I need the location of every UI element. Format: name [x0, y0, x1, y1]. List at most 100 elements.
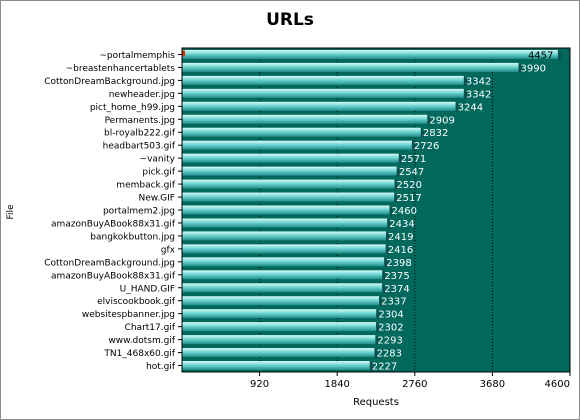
category-label: ~vanity	[140, 155, 176, 165]
bar-end-cap	[386, 231, 390, 242]
chart-title: URLs	[266, 10, 314, 30]
bar	[182, 192, 395, 202]
bar-value-label: 3342	[466, 76, 491, 87]
bar-end-cap	[387, 218, 391, 229]
category-label: ~portalmemphis	[99, 51, 175, 61]
bar-end-cap	[376, 309, 380, 320]
bar	[182, 231, 387, 241]
bar	[182, 309, 377, 319]
bar	[182, 218, 388, 228]
bar-end-cap	[396, 166, 400, 177]
bar-end-cap	[557, 49, 561, 60]
bar-group	[182, 166, 400, 177]
bar-value-label: 2302	[378, 323, 403, 334]
category-label: CottonDreamBackground.jpg	[44, 77, 175, 87]
bar-group	[182, 75, 467, 86]
bar-end-cap	[385, 244, 389, 255]
bar-end-cap	[374, 348, 378, 359]
category-label: portalmem2.jpg	[103, 207, 175, 217]
bar-group	[182, 49, 561, 60]
bar	[182, 88, 464, 98]
category-label: websitespbanner.jpg	[82, 310, 175, 320]
bar-end-cap	[398, 153, 402, 164]
category-label: hot.gif	[146, 362, 176, 372]
bar-group	[182, 205, 393, 216]
category-label: TN1_468x60.gif	[103, 349, 175, 359]
category-label: headbart503.gif	[103, 142, 176, 152]
bar-end-cap	[463, 88, 467, 99]
category-label: pick.gif	[142, 168, 175, 178]
bar-value-label: 2909	[429, 115, 454, 126]
bar-end-cap	[463, 75, 467, 86]
category-label: CottonDreamBackground.jpg	[44, 258, 175, 268]
bar-group	[182, 127, 424, 138]
bar	[182, 114, 428, 124]
bar-end-cap	[376, 322, 380, 333]
category-label: elviscookbook.gif	[97, 297, 176, 307]
category-label: memback.gif	[116, 181, 176, 191]
bar	[182, 49, 558, 59]
bar-group	[182, 179, 398, 190]
bar-value-label: 2460	[391, 206, 416, 217]
category-label: U_HAND.GIF	[120, 284, 175, 294]
bar-end-cap	[369, 361, 373, 372]
bar-group	[182, 62, 522, 73]
bar-end-cap	[394, 179, 398, 190]
bar-group	[182, 322, 380, 333]
category-label: Permanents.jpg	[105, 116, 175, 126]
bar-value-label: 3990	[521, 63, 546, 74]
bar-group	[182, 114, 431, 125]
bar-value-label: 2571	[401, 154, 426, 165]
bar-value-label: 2337	[381, 297, 406, 308]
bar-value-label: 2520	[397, 180, 422, 191]
bar-value-label: 2293	[377, 336, 402, 347]
bar-group	[182, 348, 378, 359]
category-label: newheader.jpg	[109, 90, 175, 100]
bar-group	[182, 296, 383, 307]
category-label: New.GIF	[139, 194, 175, 204]
bar-group	[182, 283, 386, 294]
category-label: amazonBuyABook88x31.gif	[51, 271, 176, 281]
bar-value-label: 2416	[388, 245, 413, 256]
x-tick-label: 3680	[480, 379, 505, 390]
x-tick-label: 2760	[402, 379, 427, 390]
category-label: amazonBuyABook88x31.gif	[51, 219, 176, 229]
bar-value-label: 2283	[377, 349, 402, 360]
bar-group	[182, 140, 415, 151]
category-label: bangkokbutton.jpg	[90, 232, 175, 242]
bar-end-cap	[389, 205, 393, 216]
bar-group	[182, 335, 379, 346]
bar-value-label: 2398	[386, 258, 411, 269]
bar	[182, 244, 386, 254]
bar-end-cap	[382, 283, 386, 294]
bar-value-label: 2374	[384, 284, 409, 295]
bar	[182, 140, 412, 150]
top-bar-marker	[182, 50, 185, 57]
bar-value-label: 2517	[396, 193, 421, 204]
bar-end-cap	[427, 114, 431, 125]
bar-end-cap	[518, 62, 522, 73]
bar-value-label: 2547	[399, 167, 424, 178]
bar	[182, 166, 397, 176]
bar-end-cap	[382, 270, 386, 281]
bar	[182, 257, 385, 267]
bar-end-cap	[384, 257, 388, 268]
bar	[182, 127, 421, 137]
bar-group	[182, 361, 373, 372]
bar	[182, 101, 456, 111]
bar	[182, 75, 464, 85]
bar-group	[182, 244, 389, 255]
bar	[182, 153, 399, 163]
bar-group	[182, 231, 390, 242]
bar-end-cap	[375, 335, 379, 346]
bar-end-cap	[379, 296, 383, 307]
bar-group	[182, 153, 402, 164]
category-label: bl-royalb222.gif	[104, 129, 176, 139]
bar-end-cap	[411, 140, 415, 151]
bar-value-label: 2227	[372, 362, 397, 373]
bar-end-cap	[455, 101, 459, 112]
bar	[182, 335, 376, 345]
bar-group	[182, 257, 388, 268]
category-label: Chart17.gif	[125, 323, 176, 333]
bar-group	[182, 270, 386, 281]
